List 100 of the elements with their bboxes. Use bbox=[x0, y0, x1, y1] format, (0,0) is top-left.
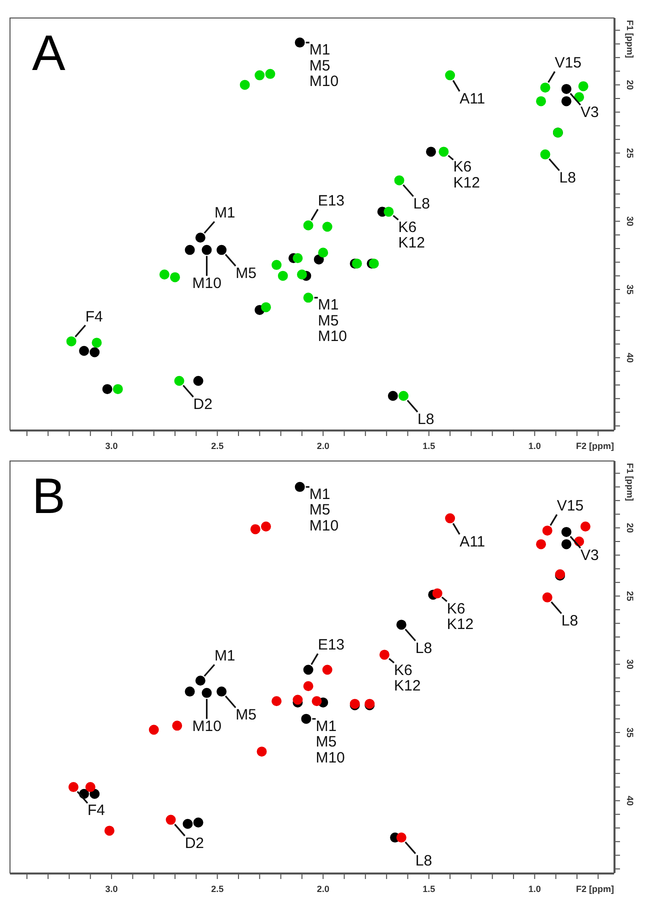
x-tick-label: 1.0 bbox=[528, 884, 541, 894]
point bbox=[172, 720, 182, 731]
point bbox=[193, 376, 204, 386]
annotation: V3 bbox=[580, 546, 599, 564]
annotation: A11 bbox=[460, 533, 486, 550]
y-tick-label: 25 bbox=[624, 591, 635, 602]
point bbox=[580, 521, 590, 532]
point bbox=[561, 539, 572, 550]
annotation: M5 bbox=[236, 706, 256, 724]
point bbox=[540, 149, 550, 160]
point bbox=[148, 724, 159, 735]
y-tick-label: 40 bbox=[624, 352, 635, 363]
annotation: K6 K12 bbox=[446, 600, 474, 634]
point bbox=[102, 384, 112, 394]
point bbox=[90, 788, 100, 799]
point bbox=[536, 539, 546, 550]
point bbox=[445, 513, 456, 524]
y-tick-label: 20 bbox=[624, 80, 635, 90]
point bbox=[250, 524, 260, 534]
y-tick-label: 35 bbox=[624, 727, 635, 738]
point bbox=[294, 482, 305, 492]
annotation: L8 bbox=[418, 410, 434, 428]
point bbox=[542, 592, 552, 602]
point bbox=[396, 832, 406, 843]
point bbox=[216, 686, 227, 697]
point bbox=[394, 175, 404, 186]
point bbox=[303, 292, 314, 303]
annotation: M10 bbox=[192, 718, 222, 735]
point bbox=[322, 222, 332, 232]
point bbox=[379, 650, 390, 660]
point bbox=[195, 676, 206, 686]
point bbox=[184, 686, 195, 697]
x-tick-label: 2.0 bbox=[316, 884, 330, 894]
point bbox=[542, 526, 552, 536]
annotation: K6 K12 bbox=[398, 218, 425, 252]
annotation: E13 bbox=[318, 636, 345, 654]
annotation: K6 K12 bbox=[453, 158, 480, 192]
annotation: A11 bbox=[460, 90, 486, 108]
point bbox=[301, 714, 312, 724]
annotation: L8 bbox=[415, 852, 432, 870]
point bbox=[303, 664, 314, 675]
y-axis-title: F1 [ppm] bbox=[624, 20, 635, 58]
point bbox=[384, 206, 394, 217]
x-tick-label: 1.5 bbox=[422, 884, 436, 894]
point bbox=[578, 81, 588, 92]
point bbox=[561, 96, 572, 106]
y-tick-label: 30 bbox=[624, 216, 635, 226]
point bbox=[388, 390, 398, 401]
y-tick-label: 30 bbox=[624, 659, 635, 670]
point bbox=[322, 664, 332, 675]
point bbox=[314, 254, 324, 264]
point bbox=[292, 694, 303, 705]
annotation: F4 bbox=[88, 802, 106, 820]
annotation: D2 bbox=[193, 396, 212, 413]
annotation: V15 bbox=[556, 498, 584, 515]
x-tick-label: 2.5 bbox=[211, 441, 224, 451]
point bbox=[272, 260, 282, 270]
annotation: M1 M5 M10 bbox=[309, 42, 339, 90]
point bbox=[216, 244, 227, 255]
y-tick-label: 25 bbox=[624, 148, 635, 158]
point bbox=[85, 782, 96, 792]
annotation: V15 bbox=[554, 54, 582, 72]
point bbox=[278, 270, 288, 281]
point bbox=[195, 232, 206, 243]
annotation: V3 bbox=[580, 104, 599, 121]
point bbox=[438, 146, 449, 157]
x-tick-label: 3.0 bbox=[105, 441, 118, 451]
point bbox=[240, 80, 250, 90]
y-tick-label: 35 bbox=[624, 284, 635, 294]
point bbox=[260, 521, 271, 532]
annotation: M1 bbox=[214, 648, 236, 665]
x-tick-label: 3.0 bbox=[105, 884, 118, 894]
point bbox=[318, 248, 328, 258]
annotation: M1 bbox=[214, 204, 236, 222]
y-tick-label: 40 bbox=[624, 796, 635, 806]
annotation: L8 bbox=[415, 640, 432, 657]
point bbox=[296, 269, 307, 280]
point bbox=[294, 38, 305, 48]
chart-title: A bbox=[32, 25, 66, 81]
point bbox=[265, 68, 276, 79]
point bbox=[90, 347, 100, 358]
point bbox=[170, 272, 180, 282]
point bbox=[303, 220, 314, 230]
point bbox=[561, 526, 572, 537]
point bbox=[303, 681, 314, 692]
y-axis-title: F1 [ppm] bbox=[624, 463, 635, 501]
point bbox=[182, 818, 193, 829]
x-tick-label: 1.0 bbox=[528, 441, 541, 451]
point bbox=[184, 244, 195, 255]
point bbox=[396, 620, 406, 630]
point bbox=[79, 346, 90, 356]
annotation: E13 bbox=[318, 192, 345, 210]
annotation: L8 bbox=[561, 612, 578, 630]
annotation: F4 bbox=[85, 308, 103, 326]
point bbox=[445, 70, 456, 80]
annotation: L8 bbox=[559, 169, 576, 186]
point bbox=[272, 696, 282, 706]
point bbox=[312, 696, 322, 706]
annotation: M1 M5 M10 bbox=[309, 486, 339, 534]
point bbox=[254, 70, 265, 80]
